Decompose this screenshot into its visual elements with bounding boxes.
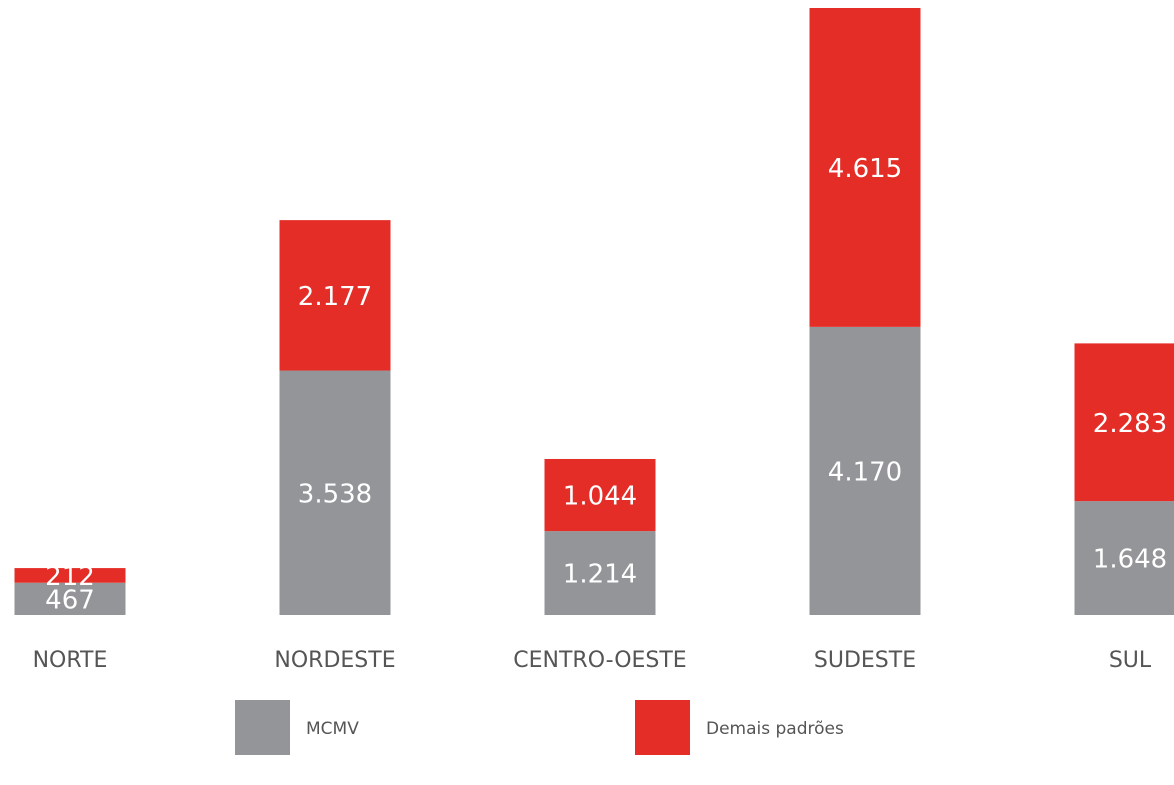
value-label: 212 (45, 562, 95, 592)
x-tick-label: CENTRO-OESTE (513, 648, 686, 673)
bar-segment (279, 220, 391, 371)
value-label: 4.170 (828, 457, 902, 487)
value-label: 467 (45, 585, 95, 615)
bar-segment (14, 582, 126, 615)
bar-segment (279, 370, 391, 615)
bar-segment (14, 568, 126, 583)
value-label: 1.214 (563, 560, 637, 590)
x-tick-label: SUDESTE (814, 648, 916, 673)
value-label: 2.177 (298, 282, 372, 312)
bar-segment (1074, 501, 1174, 615)
value-label: 1.044 (563, 482, 637, 512)
bar-segment (544, 458, 656, 532)
legend-label: Demais padrões (706, 719, 844, 739)
value-label: 3.538 (298, 479, 372, 509)
legend-label: MCMV (306, 719, 359, 739)
bar-segment (1074, 343, 1174, 502)
value-label: 1.648 (1093, 545, 1167, 575)
value-label: 4.615 (828, 154, 902, 184)
x-tick-label: NORDESTE (274, 648, 395, 673)
bar-segment (544, 531, 656, 615)
x-tick-label: SUL (1109, 648, 1152, 673)
legend-swatch (635, 700, 690, 755)
bar-segment (809, 8, 921, 327)
x-tick-label: NORTE (33, 648, 108, 673)
value-label: 2.283 (1093, 409, 1167, 439)
legend-swatch (235, 700, 290, 755)
bar-segment (809, 326, 921, 615)
